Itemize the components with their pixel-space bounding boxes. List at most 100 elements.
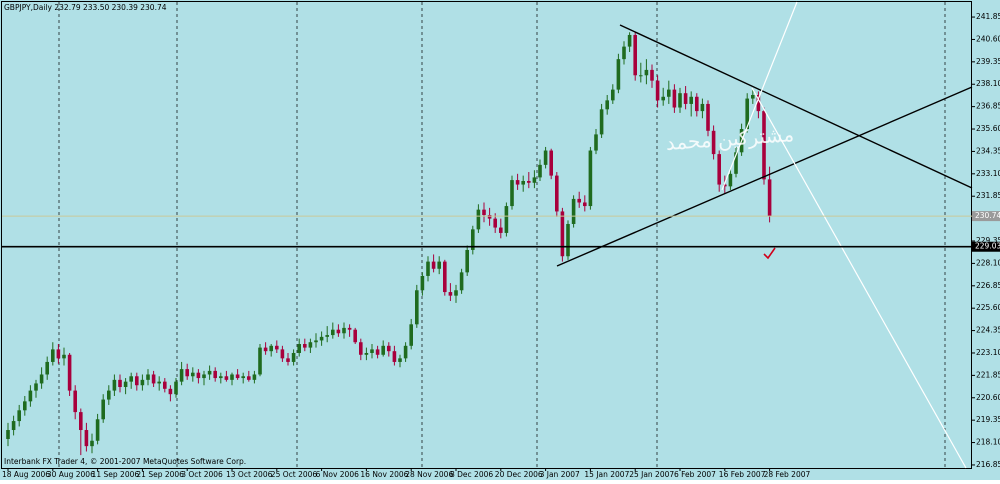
candle-body — [353, 329, 357, 343]
candle-body — [67, 354, 72, 391]
candle-body — [28, 390, 33, 402]
candle-body — [717, 154, 721, 185]
candle-body — [219, 376, 223, 379]
candle-body — [319, 336, 324, 341]
candle-body — [6, 430, 10, 439]
white-lines — [721, 1, 967, 469]
candle-body — [247, 376, 251, 380]
price-box — [972, 241, 1000, 252]
candle-body — [101, 399, 105, 420]
candle-body — [762, 111, 766, 180]
candle-body — [644, 69, 649, 76]
candle-body — [291, 352, 296, 362]
candle-body — [17, 410, 21, 422]
chart-title: GBPJPY,Daily 232.79 233.50 230.39 230.74 — [4, 3, 167, 12]
candle-body — [627, 34, 632, 47]
y-tick-label: 229.35 — [976, 236, 1000, 245]
candle-body — [34, 383, 38, 391]
y-tick-label: 239.35 — [976, 57, 1000, 66]
candle-body — [599, 109, 604, 135]
candle-body — [487, 215, 492, 219]
candle-body — [611, 89, 615, 101]
candle-body — [476, 209, 481, 230]
candle-body — [695, 96, 699, 112]
candle-body — [448, 292, 453, 296]
candle-body — [241, 376, 245, 379]
candle-body — [672, 89, 677, 108]
candle-body — [325, 335, 329, 337]
candle-body — [723, 184, 727, 187]
candle-body — [118, 379, 122, 388]
white-line — [751, 87, 967, 469]
candle-body — [403, 345, 408, 359]
candle-body — [443, 261, 447, 293]
candle-body — [683, 93, 688, 104]
footer: Interbank FX Trader 4, © 2001-2007 MetaQ… — [4, 457, 246, 466]
trend-line — [556, 86, 973, 267]
candle-body — [471, 229, 475, 250]
y-tick-label: 220.60 — [976, 393, 1000, 402]
y-tick-label: 240.60 — [976, 34, 1000, 43]
y-tick-label: 228.10 — [976, 258, 1000, 267]
candle-body — [678, 93, 682, 108]
candle-body — [420, 275, 425, 291]
y-tick-label: 235.60 — [976, 124, 1000, 133]
x-tick-label: 13 Oct 2006 — [226, 470, 273, 479]
check-mark — [763, 247, 776, 260]
candle-body — [207, 370, 212, 375]
x-tick-label: 3 Oct 2006 — [181, 470, 223, 479]
candle-body — [196, 372, 201, 379]
candle-body — [95, 419, 100, 441]
candle-body — [342, 327, 346, 334]
candle-body — [275, 345, 279, 350]
candle-body — [639, 75, 643, 77]
candle-body — [521, 180, 525, 185]
candle-body — [633, 34, 637, 76]
candle-body — [286, 358, 290, 362]
y-tick-label: 236.85 — [976, 102, 1000, 111]
x-tick-label: 16 Nov 2006 — [360, 470, 408, 479]
candle-body — [235, 374, 240, 379]
candle-body — [756, 94, 761, 112]
candle-body — [359, 342, 363, 355]
y-tick-label: 218.10 — [976, 438, 1000, 447]
candle-body — [667, 89, 671, 97]
y-tick-label: 223.10 — [976, 348, 1000, 357]
y-tick-label: 234.35 — [976, 146, 1000, 155]
candle-body — [168, 388, 173, 395]
price-label: 229.03 — [975, 242, 1000, 251]
candle-body — [700, 103, 705, 112]
candle-body — [767, 179, 772, 217]
x-tick-label: 11 Sep 2006 — [92, 470, 140, 479]
candle-body — [415, 290, 419, 325]
candle-body — [140, 379, 145, 386]
candle-body — [566, 223, 570, 257]
plot-border — [1, 1, 972, 469]
candle-body — [661, 96, 665, 101]
candle-body — [482, 209, 486, 216]
candle-body — [280, 349, 285, 359]
candle-body — [297, 344, 301, 353]
y-tick-label: 221.85 — [976, 370, 1000, 379]
x-tick-label: 3 Jan 2007 — [540, 470, 580, 479]
y-tick-label: 216.85 — [976, 460, 1000, 469]
price-label: 230.74 — [975, 211, 1000, 220]
candle-body — [123, 381, 128, 388]
candle-body — [336, 329, 341, 334]
y-tick-label: 231.85 — [976, 191, 1000, 200]
candle-body — [392, 351, 397, 362]
candle-body — [577, 198, 581, 203]
x-tick-label: 28 Feb 2007 — [764, 470, 811, 479]
price-box — [972, 211, 1000, 222]
candle-body — [39, 374, 44, 384]
candle-body — [62, 354, 66, 359]
candle-body — [157, 381, 161, 384]
x-tick-label: 18 Aug 2006 — [2, 470, 50, 479]
candle-body — [728, 173, 733, 187]
x-tick-label: 8 Dec 2006 — [450, 470, 493, 479]
candle-body — [616, 59, 621, 90]
x-tick-label: 25 Oct 2006 — [271, 470, 318, 479]
x-tick-label: 6 Feb 2007 — [674, 470, 716, 479]
